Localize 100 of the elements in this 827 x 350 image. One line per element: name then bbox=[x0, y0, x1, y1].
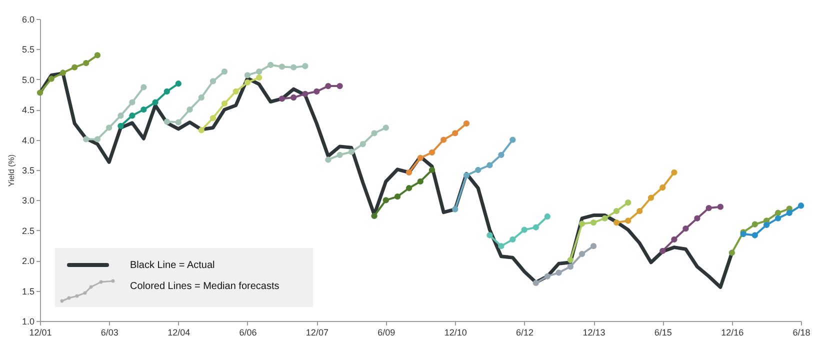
point bbox=[798, 202, 804, 209]
legend-label: Black Line = Actual bbox=[130, 260, 215, 271]
x-tick-label: 12/10 bbox=[444, 328, 467, 338]
point bbox=[278, 96, 286, 102]
x-tick-label: 12/16 bbox=[721, 328, 744, 338]
point bbox=[118, 112, 124, 119]
x-tick-label: 6/18 bbox=[792, 328, 810, 338]
point bbox=[510, 236, 516, 243]
point bbox=[774, 215, 782, 222]
point bbox=[72, 64, 78, 70]
point bbox=[728, 250, 736, 256]
point bbox=[613, 219, 620, 226]
x-tick-label: 12/13 bbox=[582, 328, 606, 338]
point bbox=[210, 78, 216, 84]
point bbox=[256, 68, 262, 75]
point bbox=[382, 124, 389, 131]
point bbox=[786, 210, 792, 216]
point bbox=[325, 82, 332, 90]
point bbox=[278, 64, 286, 70]
point bbox=[371, 212, 378, 219]
point bbox=[694, 215, 700, 222]
point bbox=[371, 130, 378, 136]
y-tick-label: 3.5 bbox=[22, 166, 34, 176]
point bbox=[625, 200, 632, 206]
point bbox=[406, 185, 412, 192]
point bbox=[83, 60, 90, 66]
point bbox=[221, 100, 228, 107]
y-tick-label: 5.5 bbox=[22, 44, 34, 55]
point bbox=[256, 74, 262, 81]
point bbox=[336, 82, 343, 90]
point bbox=[290, 94, 297, 101]
point bbox=[140, 106, 147, 113]
point bbox=[532, 224, 540, 230]
x-tick-label: 6/06 bbox=[239, 328, 257, 338]
point bbox=[118, 122, 124, 129]
point bbox=[325, 156, 332, 163]
point bbox=[94, 52, 101, 58]
point bbox=[486, 232, 493, 238]
point bbox=[463, 120, 470, 127]
point bbox=[36, 90, 44, 96]
x-tick-label: 12/04 bbox=[168, 328, 190, 338]
point bbox=[417, 178, 424, 185]
point bbox=[360, 140, 366, 148]
point bbox=[186, 106, 193, 113]
point bbox=[336, 152, 343, 158]
point bbox=[60, 70, 66, 76]
y-tick-label: 1.5 bbox=[22, 286, 34, 296]
point bbox=[625, 218, 632, 224]
point bbox=[175, 80, 182, 87]
y-tick-label: 5.0 bbox=[22, 74, 34, 85]
point bbox=[268, 62, 274, 68]
point bbox=[175, 119, 182, 126]
point bbox=[302, 90, 308, 97]
point bbox=[129, 99, 136, 106]
y-tick-label: 2.0 bbox=[22, 256, 34, 266]
point bbox=[475, 166, 482, 174]
point bbox=[532, 280, 540, 286]
x-tick-label: 6/15 bbox=[654, 328, 672, 338]
x-tick-label: 6/12 bbox=[516, 328, 534, 338]
point bbox=[290, 64, 297, 70]
point bbox=[198, 127, 204, 134]
point bbox=[602, 215, 608, 222]
point bbox=[348, 148, 355, 155]
point bbox=[83, 136, 90, 142]
point bbox=[521, 226, 528, 233]
point bbox=[164, 118, 170, 125]
point bbox=[452, 130, 458, 136]
point bbox=[774, 210, 782, 216]
point bbox=[544, 213, 550, 220]
point bbox=[498, 152, 504, 158]
point bbox=[510, 136, 516, 143]
y-tick-label: 2.5 bbox=[22, 226, 34, 236]
y-tick-label: 4.0 bbox=[22, 135, 34, 146]
point bbox=[244, 79, 251, 86]
x-tick-label: 12/07 bbox=[306, 328, 328, 338]
point bbox=[752, 221, 758, 228]
point bbox=[717, 204, 724, 210]
point bbox=[232, 88, 239, 95]
point bbox=[660, 248, 666, 254]
point bbox=[428, 166, 436, 174]
annotation: Colored Lines = Median forecasts bbox=[130, 281, 280, 292]
point bbox=[567, 256, 574, 264]
y-tick-label: 4.5 bbox=[22, 105, 34, 116]
point bbox=[210, 114, 216, 122]
point bbox=[590, 219, 597, 226]
x-tick-label: 6/09 bbox=[378, 328, 396, 338]
point bbox=[498, 243, 504, 250]
point bbox=[314, 88, 320, 95]
point bbox=[428, 149, 436, 156]
point bbox=[406, 169, 412, 176]
point bbox=[486, 162, 493, 168]
point bbox=[763, 222, 770, 228]
point bbox=[394, 194, 401, 200]
point bbox=[671, 236, 678, 243]
y-tick-label: 3.0 bbox=[22, 196, 34, 206]
point bbox=[440, 136, 447, 143]
point bbox=[636, 208, 643, 214]
point bbox=[106, 124, 112, 131]
point bbox=[417, 154, 424, 161]
point bbox=[671, 169, 678, 176]
